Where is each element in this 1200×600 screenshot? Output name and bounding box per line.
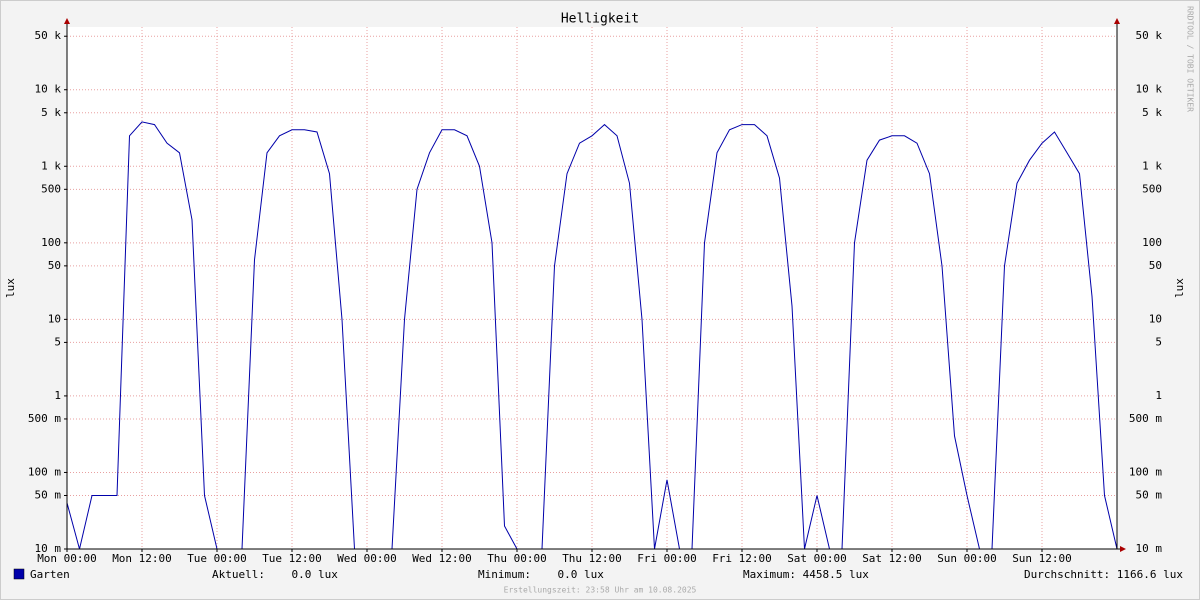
legend-swatch	[13, 568, 25, 580]
y-tick-label: 100	[41, 236, 61, 249]
x-tick-label: Sat 12:00	[862, 552, 922, 565]
x-tick-label: Fri 00:00	[637, 552, 697, 565]
y2-tick-label: 10 k	[1136, 83, 1163, 96]
stat-current: Aktuell: 0.0 lux	[212, 568, 338, 581]
axis-arrow	[64, 18, 70, 24]
y2-tick-label: 500 m	[1129, 412, 1162, 425]
x-tick-label: Mon 00:00	[37, 552, 97, 565]
y2-tick-label: 100	[1142, 236, 1162, 249]
y2-tick-label: 1 k	[1142, 159, 1162, 172]
x-tick-label: Sun 12:00	[1012, 552, 1072, 565]
x-tick-label: Wed 00:00	[337, 552, 397, 565]
y2-tick-label: 100 m	[1129, 465, 1162, 478]
y-tick-label: 1	[54, 389, 61, 402]
legend-label: Garten	[30, 568, 70, 581]
x-tick-label: Mon 12:00	[112, 552, 172, 565]
y2-tick-label: 50	[1149, 259, 1162, 272]
y-tick-label: 5 k	[41, 106, 61, 119]
y-tick-label: 100 m	[28, 465, 61, 478]
stat-min: Minimum: 0.0 lux	[478, 568, 604, 581]
y2-tick-label: 50 m	[1136, 488, 1163, 501]
stat-avg: Durchschnitt: 1166.6 lux	[1024, 568, 1183, 581]
x-tick-label: Fri 12:00	[712, 552, 772, 565]
y-tick-label: 50 m	[35, 488, 62, 501]
y-tick-label: 10 k	[35, 83, 62, 96]
x-tick-label: Thu 00:00	[487, 552, 547, 565]
x-tick-label: Wed 12:00	[412, 552, 472, 565]
y-tick-label: 500	[41, 182, 61, 195]
grid	[66, 27, 1117, 550]
x-tick-label: Thu 12:00	[562, 552, 622, 565]
y-axis-label: lux	[4, 278, 17, 298]
y-tick-label: 500 m	[28, 412, 61, 425]
y-tick-label: 50	[48, 259, 61, 272]
x-tick-label: Sun 00:00	[937, 552, 997, 565]
y2-tick-label: 5 k	[1142, 106, 1162, 119]
y2-tick-label: 10 m	[1136, 542, 1163, 555]
watermark: RRDTOOL / TOBI OETIKER	[1186, 6, 1195, 112]
y2-tick-label: 5	[1155, 335, 1162, 348]
y2-tick-label: 10	[1149, 312, 1162, 325]
y-tick-label: 10	[48, 312, 61, 325]
footer: Erstellungszeit: 23:58 Uhr am 10.08.2025	[504, 586, 697, 595]
y2-tick-label: 1	[1155, 389, 1162, 402]
y-tick-label: 10 m	[35, 542, 62, 555]
y-tick-label: 1 k	[41, 159, 61, 172]
x-tick-label: Tue 00:00	[187, 552, 247, 565]
y2-axis-label: lux	[1173, 278, 1186, 298]
axis-arrow	[1114, 18, 1120, 24]
chart-title: Helligkeit	[561, 12, 639, 27]
y-tick-label: 50 k	[35, 29, 62, 42]
stat-max: Maximum: 4458.5 lux	[743, 568, 869, 581]
axis-arrow	[1120, 546, 1126, 552]
y2-tick-label: 50 k	[1136, 29, 1163, 42]
y-tick-label: 5	[54, 335, 61, 348]
x-tick-label: Sat 00:00	[787, 552, 847, 565]
y2-tick-label: 500	[1142, 182, 1162, 195]
x-tick-label: Tue 12:00	[262, 552, 322, 565]
